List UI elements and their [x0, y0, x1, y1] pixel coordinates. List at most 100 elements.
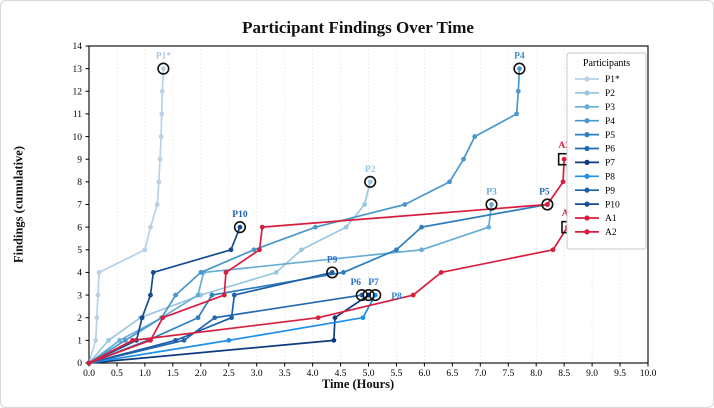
endpoint-label: P2	[365, 165, 376, 175]
legend-entry-P1*: P1*	[575, 75, 620, 85]
series-line	[88, 226, 569, 364]
data-point	[157, 156, 163, 162]
endpoint-P1*: P1*	[156, 52, 171, 75]
data-point	[461, 156, 466, 162]
endpoint-P10: P10	[232, 210, 248, 234]
y-tick-label: 1	[77, 337, 82, 347]
data-point	[228, 247, 234, 253]
y-tick-label: 0	[77, 359, 82, 369]
endpoint-circle-marker	[362, 288, 375, 302]
data-point	[273, 270, 279, 275]
x-tick-label: 6.5	[446, 369, 458, 379]
data-point	[181, 337, 187, 343]
endpoint-label: P10	[232, 210, 248, 220]
endpoint-circle-marker	[369, 288, 382, 302]
data-point	[158, 134, 164, 139]
y-tick-label: 2	[77, 314, 82, 324]
data-point	[195, 292, 201, 298]
endpoint-P7: P7	[362, 278, 379, 302]
y-tick-label: 7	[77, 201, 82, 211]
legend-swatch-dot	[584, 118, 590, 124]
x-tick-label: 1.0	[139, 369, 151, 379]
x-tick-label: 3.5	[279, 369, 291, 379]
legend-entry-P5: P5	[575, 131, 615, 141]
endpoint-P6: P6	[351, 278, 368, 302]
data-point	[159, 111, 165, 117]
data-point	[117, 337, 123, 343]
legend-entry-A1: A1	[575, 214, 617, 224]
y-tick-label: 14	[73, 42, 83, 52]
legend-box	[566, 52, 647, 250]
endpoint-P4: P4	[513, 52, 526, 75]
y-tick-label: 8	[77, 178, 82, 188]
series-line	[88, 294, 369, 364]
data-point	[173, 292, 179, 298]
endpoint-circle-marker	[326, 266, 339, 279]
x-tick-label: 6.0	[418, 369, 430, 379]
x-tick-label: 8.0	[530, 369, 542, 379]
legend-entry-label: P3	[605, 103, 615, 113]
legend-swatch-dot	[584, 229, 590, 235]
legend-swatch-dot	[584, 173, 590, 179]
x-tick-label: 5.5	[391, 369, 403, 379]
series-A2	[86, 156, 567, 366]
legend-swatch-dot	[584, 201, 590, 207]
data-point	[362, 202, 367, 207]
y-tick-label: 4	[77, 269, 82, 279]
legend-swatch-dot	[584, 215, 590, 221]
data-point	[340, 270, 346, 275]
data-point	[237, 224, 243, 230]
data-point	[517, 66, 522, 72]
y-tick-label: 3	[77, 291, 82, 301]
x-tick-label: 10.0	[640, 369, 657, 379]
x-tick-label: 9.5	[614, 369, 626, 379]
endpoint-label: P7	[368, 278, 379, 288]
data-point	[160, 66, 166, 72]
legend-swatch-dot	[584, 132, 590, 138]
legend-entry-P2: P2	[575, 89, 615, 99]
chart-title: Participant Findings Over Time	[242, 18, 474, 37]
series-line	[88, 159, 565, 364]
data-point	[156, 179, 162, 185]
data-point	[438, 270, 444, 275]
endpoint-P5: P5	[539, 188, 554, 211]
x-axis: 0.0 0.5 1.0 1.5 2.0 2.5 3.0 3.5 4.0 4.5 5.0 5.5 6.0 6…	[83, 363, 657, 379]
legend-entry-label: P1*	[605, 75, 620, 85]
endpoint-circle-marker	[157, 62, 170, 75]
legend-entry-P4: P4	[575, 117, 615, 127]
legend-entry-label: A1	[605, 214, 617, 224]
data-point	[148, 292, 153, 298]
endpoint-label: P5	[539, 188, 550, 198]
x-tick-label: 4.5	[335, 369, 347, 379]
x-tick-label: 8.5	[558, 369, 570, 379]
data-point	[259, 224, 265, 230]
data-point	[486, 224, 492, 230]
legend-entry-P6: P6	[575, 145, 615, 155]
legend-entry-label: P9	[605, 186, 615, 196]
data-point	[544, 202, 550, 207]
legend-entry-label: P10	[605, 200, 620, 210]
x-tick-label: 0.5	[111, 369, 123, 379]
legend-entry-label: P8	[605, 173, 615, 183]
endpoint-circle-marker	[364, 175, 377, 188]
y-tick-label: 9	[77, 155, 82, 165]
endpoint-circle-marker	[233, 221, 247, 234]
data-point	[159, 88, 165, 94]
data-point	[148, 337, 153, 343]
data-point	[130, 337, 136, 343]
data-point	[514, 111, 520, 117]
endpoint-label: P6	[351, 278, 362, 288]
x-tick-label: 1.5	[167, 369, 179, 379]
legend-swatch-dot	[584, 76, 590, 82]
legend-entry-A2: A2	[575, 228, 617, 238]
data-point	[329, 270, 335, 275]
data-point	[160, 315, 166, 321]
legend-entry-label: P2	[605, 89, 615, 99]
data-point	[367, 179, 373, 185]
y-axis-title: Findings (cumulative)	[11, 145, 26, 264]
endpoint-circle-marker	[513, 62, 526, 75]
legend-entry-label: A2	[605, 228, 617, 238]
data-point	[332, 315, 338, 321]
